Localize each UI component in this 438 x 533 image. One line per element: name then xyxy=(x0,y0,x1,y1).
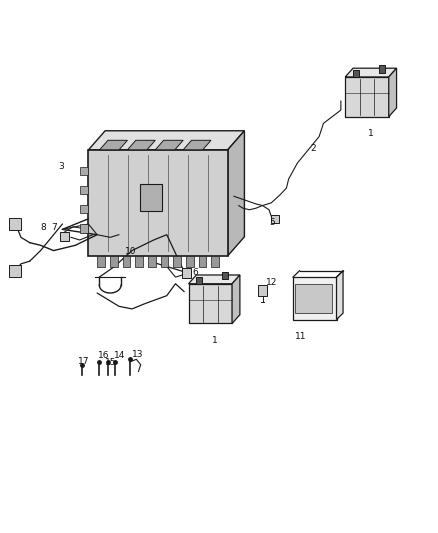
Bar xyxy=(222,272,228,279)
Polygon shape xyxy=(389,68,396,117)
Bar xyxy=(123,256,130,266)
Text: 14: 14 xyxy=(114,351,125,360)
Bar xyxy=(135,256,143,266)
Text: 17: 17 xyxy=(78,357,89,366)
Bar xyxy=(9,265,21,277)
Polygon shape xyxy=(345,68,396,77)
Bar xyxy=(161,256,168,266)
Text: 3: 3 xyxy=(58,162,64,171)
Bar xyxy=(211,256,219,266)
Bar xyxy=(80,186,88,195)
Bar xyxy=(186,256,194,266)
Text: 11: 11 xyxy=(295,332,307,341)
Bar xyxy=(88,150,228,256)
Text: 1: 1 xyxy=(368,129,374,138)
Bar xyxy=(80,224,88,232)
Bar xyxy=(148,256,155,266)
Bar xyxy=(258,285,267,296)
Text: 13: 13 xyxy=(132,350,144,359)
Polygon shape xyxy=(228,131,244,256)
Text: 1: 1 xyxy=(212,336,218,345)
Text: 2: 2 xyxy=(311,143,316,152)
Bar xyxy=(80,205,88,214)
Polygon shape xyxy=(127,140,155,150)
Text: 8: 8 xyxy=(41,223,46,232)
Text: 7: 7 xyxy=(51,223,57,232)
Bar xyxy=(196,277,202,284)
Text: 16: 16 xyxy=(98,351,110,360)
Bar xyxy=(379,66,385,72)
Bar xyxy=(9,218,21,230)
Text: 15: 15 xyxy=(105,358,117,367)
Polygon shape xyxy=(99,140,127,150)
Bar xyxy=(97,256,105,266)
Polygon shape xyxy=(336,271,343,319)
Bar xyxy=(110,256,117,266)
Bar xyxy=(80,167,88,175)
Bar xyxy=(295,284,332,313)
Bar xyxy=(182,268,191,278)
FancyBboxPatch shape xyxy=(140,184,162,211)
Polygon shape xyxy=(88,131,244,150)
Polygon shape xyxy=(155,140,183,150)
Bar xyxy=(198,256,206,266)
Text: 12: 12 xyxy=(265,278,277,287)
Bar xyxy=(271,215,279,223)
Text: 6: 6 xyxy=(192,268,198,277)
Bar xyxy=(293,277,336,319)
Text: 5: 5 xyxy=(269,219,275,227)
Polygon shape xyxy=(232,275,240,324)
Bar xyxy=(188,284,232,324)
Polygon shape xyxy=(183,140,211,150)
Text: 10: 10 xyxy=(125,247,137,256)
Polygon shape xyxy=(188,275,240,284)
Bar xyxy=(353,70,359,77)
Bar xyxy=(173,256,181,266)
Bar xyxy=(345,77,389,117)
Bar xyxy=(60,232,69,240)
